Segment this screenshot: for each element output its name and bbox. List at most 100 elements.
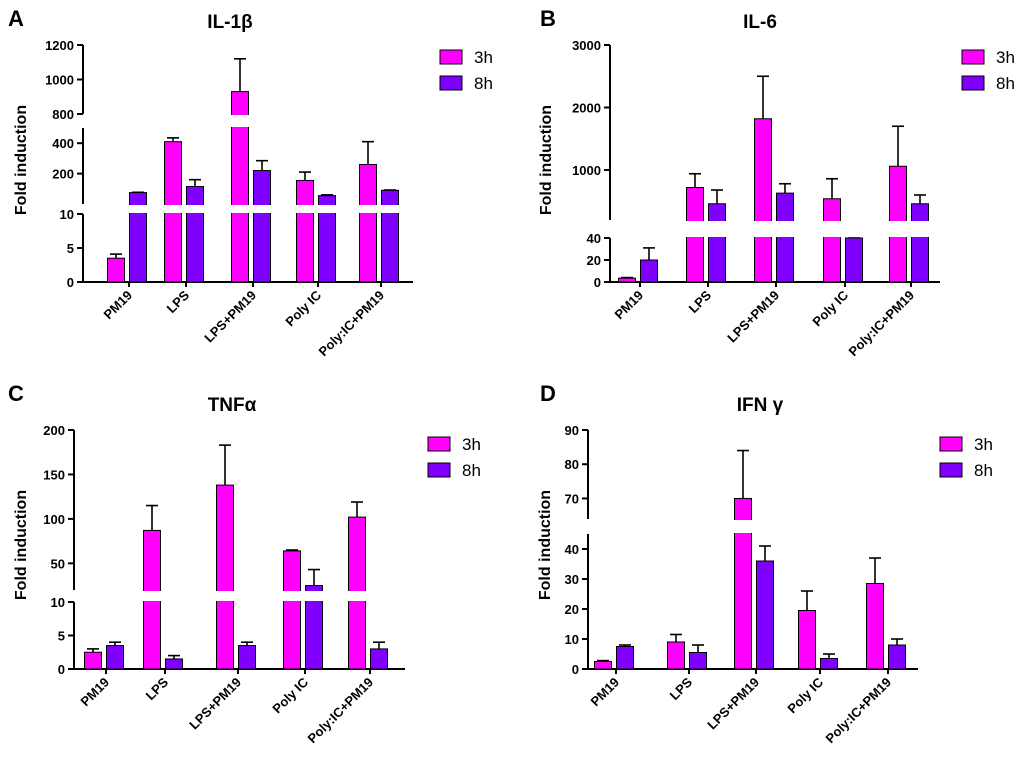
- x-tick-label: LPS+PM19: [186, 675, 244, 733]
- legend-label-8h: 8h: [474, 74, 493, 93]
- bar-3h-pm19: [618, 277, 636, 283]
- x-tick-label: LPS: [686, 287, 715, 316]
- x-tick-label: LPS: [667, 674, 696, 703]
- x-tick-label: PM19: [77, 675, 112, 710]
- x-tick-label: Poly IC: [269, 674, 311, 716]
- panel-letter: B: [540, 6, 556, 31]
- y-tick-label: 80: [565, 457, 579, 472]
- y-axis-label: Fold induction: [13, 490, 30, 600]
- y-tick-label: 400: [52, 136, 74, 151]
- chart-panel-c: C TNFα Fold induction 0 5 10 50 100 150 200 PM19 LP…: [8, 381, 481, 746]
- chart-title: IFN γ: [737, 395, 784, 416]
- x-tick-label: PM19: [587, 675, 622, 710]
- x-tick-label: Poly:IC+PM19: [304, 675, 376, 747]
- y-axis-label: Fold induction: [538, 105, 555, 215]
- bar-8h-poly-ic-pm19: [381, 189, 399, 283]
- y-tick-label: 40: [565, 542, 579, 557]
- bar-8h-poly-ic: [305, 585, 323, 670]
- axis-break: [580, 520, 918, 533]
- bar-3h-poly-ic: [798, 610, 816, 670]
- bar-8h-lps-pm19: [776, 192, 794, 283]
- y-tick-label: 70: [565, 491, 579, 506]
- x-tick-label: LPS: [164, 287, 193, 316]
- bar-8h-lps: [186, 186, 204, 283]
- bar-8h-lps-pm19: [253, 170, 271, 283]
- y-tick-label: 5: [58, 629, 65, 644]
- x-tick-label: Poly IC: [784, 674, 826, 716]
- legend-label-8h: 8h: [974, 461, 993, 480]
- x-tick-label: LPS+PM19: [704, 675, 762, 733]
- bar-3h-poly-ic: [823, 198, 841, 283]
- legend-swatch-3h: [961, 49, 985, 65]
- bar-3h-poly-ic: [296, 179, 314, 283]
- bar-8h-poly-ic-pm19: [370, 648, 388, 670]
- legend-swatch-8h: [939, 462, 963, 478]
- legend-label-3h: 3h: [462, 435, 481, 454]
- legend-swatch-3h: [439, 49, 463, 65]
- chart-title: TNFα: [208, 395, 257, 416]
- bar-3h-poly-ic: [283, 550, 301, 670]
- axis-break: [75, 205, 413, 213]
- y-tick-label: 0: [594, 275, 601, 290]
- y-tick-label: 40: [587, 231, 601, 246]
- x-tick-label: PM19: [611, 288, 646, 323]
- legend-swatch-8h: [961, 75, 985, 91]
- x-tick-label: PM19: [100, 288, 135, 323]
- bar-8h-lps: [708, 203, 726, 283]
- legend-swatch-3h: [427, 436, 451, 452]
- bar-8h-poly-ic: [820, 658, 838, 670]
- bar-8h-poly-ic: [845, 237, 863, 283]
- x-tick-label: Poly IC: [282, 287, 324, 329]
- bar-8h-pm19: [640, 259, 658, 283]
- bar-3h-lps-pm19: [734, 497, 752, 670]
- y-tick-label: 20: [565, 602, 579, 617]
- bar-8h-lps: [165, 658, 183, 670]
- y-tick-label: 1000: [45, 73, 74, 88]
- y-tick-label: 2000: [572, 101, 601, 116]
- bar-3h-lps-pm19: [216, 484, 234, 670]
- bar-3h-poly-ic-pm19: [866, 583, 884, 670]
- legend-label-3h: 3h: [474, 48, 493, 67]
- y-tick-label: 0: [67, 275, 74, 290]
- chart-title: IL-1β: [207, 12, 252, 33]
- y-tick-label: 0: [58, 662, 65, 677]
- x-tick-label: Poly IC: [809, 287, 851, 329]
- y-tick-label: 3000: [572, 38, 601, 53]
- y-axis-label: Fold induction: [13, 105, 30, 215]
- y-tick-label: 10: [565, 632, 579, 647]
- bar-3h-poly-ic-pm19: [359, 163, 377, 283]
- bar-3h-lps-pm19: [754, 118, 772, 283]
- legend-label-8h: 8h: [996, 74, 1015, 93]
- bar-3h-pm19: [107, 257, 125, 283]
- y-tick-label: 100: [43, 512, 65, 527]
- bar-8h-pm19: [106, 645, 124, 670]
- y-tick-label: 50: [51, 556, 65, 571]
- y-tick-label: 5: [67, 241, 74, 256]
- y-tick-label: 10: [51, 595, 65, 610]
- x-tick-label: Poly:IC+PM19: [822, 675, 894, 747]
- x-tick-label: Poly:IC+PM19: [315, 288, 387, 360]
- y-tick-label: 200: [52, 167, 74, 182]
- y-tick-label: 200: [43, 423, 65, 438]
- bar-8h-pm19: [129, 192, 147, 283]
- y-tick-label: 1200: [45, 38, 74, 53]
- y-tick-label: 90: [565, 423, 579, 438]
- bar-8h-poly-ic-pm19: [911, 203, 929, 283]
- y-tick-label: 10: [60, 207, 74, 222]
- y-tick-label: 0: [572, 662, 579, 677]
- axis-break: [602, 221, 940, 237]
- bar-3h-pm19: [84, 651, 102, 670]
- bar-3h-lps: [667, 641, 685, 670]
- axis-break: [66, 591, 405, 601]
- bar-8h-pm19: [616, 646, 634, 670]
- y-tick-label: 30: [565, 572, 579, 587]
- y-axis-label: Fold induction: [537, 490, 554, 600]
- bar-3h-lps-pm19: [231, 91, 249, 283]
- chart-title: IL-6: [743, 12, 777, 33]
- y-tick-label: 20: [587, 253, 601, 268]
- chart-panel-a: A IL-1β Fold induction 0 5 10 200 400 800 1000 120…: [8, 6, 493, 359]
- legend-swatch-8h: [427, 462, 451, 478]
